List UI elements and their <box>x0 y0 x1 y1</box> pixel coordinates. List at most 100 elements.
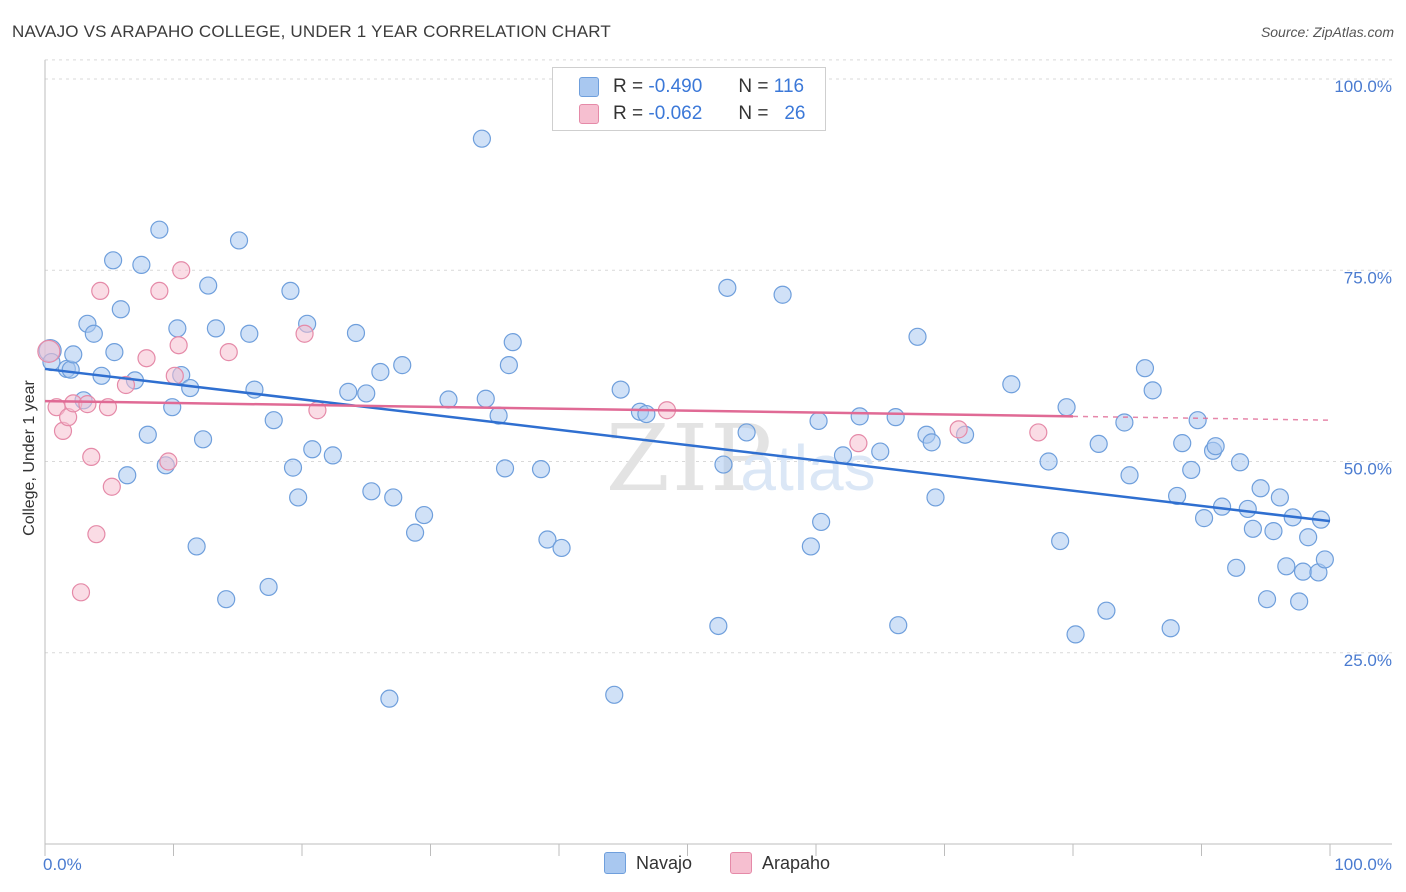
navajo-point <box>187 537 206 556</box>
navajo-point <box>104 251 123 270</box>
navajo-point <box>199 276 218 295</box>
navajo-point <box>1051 531 1070 551</box>
x-tick-label: 100.0% <box>1334 855 1392 874</box>
navajo-point <box>552 538 571 558</box>
r-label: R = <box>613 103 644 124</box>
navajo-point <box>111 300 130 319</box>
arapaho-point <box>849 434 868 453</box>
axes <box>44 59 1392 856</box>
navajo-point <box>1251 479 1270 498</box>
arapaho-point <box>102 477 121 496</box>
navajo-point <box>714 455 733 474</box>
navajo-point <box>737 423 756 442</box>
y-tick-label: 75.0% <box>1344 268 1392 287</box>
navajo-point <box>1315 550 1334 569</box>
navajo-point <box>1270 488 1289 507</box>
navajo-point <box>1057 398 1076 417</box>
navajo-point <box>1120 466 1139 485</box>
navajo-point <box>718 278 737 297</box>
navajo-point <box>1135 359 1155 378</box>
navajo-point <box>1238 499 1257 519</box>
navajo-legend-label: Navajo <box>636 852 693 873</box>
y-tick-label: 50.0% <box>1344 460 1392 479</box>
correlation-legend: R = -0.490 N = 116 R = -0.062 N = 26 <box>552 67 826 131</box>
navajo-point <box>303 440 322 459</box>
navajo-point <box>922 433 941 452</box>
arapaho-point <box>71 583 91 602</box>
navajo-point <box>380 689 399 708</box>
arapaho-point <box>78 395 97 414</box>
navajo-point <box>323 446 342 465</box>
n-value: 26 <box>784 103 806 124</box>
navajo-point <box>405 523 425 542</box>
arapaho-point <box>116 375 136 395</box>
navajo-point <box>871 442 890 461</box>
navajo-trend-line <box>44 367 1331 523</box>
navajo-point <box>1002 375 1021 394</box>
navajo-point <box>908 327 927 346</box>
y-tick-label: 25.0% <box>1344 651 1392 670</box>
navajo-point <box>150 220 169 239</box>
arapaho-point <box>37 339 61 363</box>
navajo-point <box>850 407 869 426</box>
legend-item-arapaho[interactable]: Arapaho <box>730 852 830 874</box>
navajo-point <box>283 458 303 477</box>
arapaho-legend-label: Arapaho <box>762 852 831 873</box>
navajo-point <box>439 390 458 409</box>
navajo-point <box>1290 592 1309 611</box>
x-tick-label: 0.0% <box>43 855 82 874</box>
navajo-point <box>605 685 624 704</box>
arapaho-point <box>219 343 238 362</box>
navajo-legend-swatch <box>604 852 626 874</box>
watermark: ZIP <box>606 405 774 512</box>
navajo-point <box>495 459 515 478</box>
arapaho-point <box>165 366 184 385</box>
navajo-point <box>371 362 390 382</box>
navajo-point <box>393 356 412 375</box>
navajo-point <box>281 281 300 301</box>
navajo-point <box>1143 381 1162 400</box>
arapaho-trend-extension <box>1072 415 1331 421</box>
navajo-point <box>168 319 187 338</box>
arapaho-point <box>949 420 968 439</box>
y-axis-label: College, Under 1 year <box>21 380 38 536</box>
navajo-point <box>84 324 103 343</box>
navajo-point <box>384 488 403 507</box>
y-tick-label: 100.0% <box>1334 77 1392 96</box>
navajo-point <box>472 129 491 148</box>
navajo-point <box>476 389 495 408</box>
navajo-point <box>1206 437 1225 456</box>
n-value: 116 <box>773 76 805 97</box>
navajo-point <box>538 530 557 549</box>
legend-item-navajo[interactable]: Navajo <box>604 852 692 874</box>
navajo-point <box>1243 519 1263 538</box>
r-label: R = <box>613 76 644 97</box>
series-legend: Navajo Arapaho <box>0 852 1406 876</box>
n-label: N = <box>738 103 769 124</box>
navajo-point <box>499 356 518 375</box>
legend-row-navajo: R = -0.490 N = 116 <box>553 74 804 100</box>
navajo-point <box>709 616 728 636</box>
navajo-point <box>611 380 630 399</box>
navajo-point <box>264 411 283 430</box>
navajo-point <box>1277 557 1296 576</box>
arapaho-point <box>91 281 110 301</box>
navajo-point <box>1167 486 1187 506</box>
r-value: -0.490 <box>648 76 703 97</box>
navajo-point <box>1161 619 1180 638</box>
navajo-point <box>118 466 137 485</box>
arapaho-point <box>1029 423 1048 442</box>
navajo-point <box>1194 509 1214 528</box>
source-label: Source: ZipAtlas.com <box>1260 24 1394 40</box>
arapaho-point <box>169 336 188 355</box>
navajo-point <box>132 255 151 274</box>
navajo-swatch <box>579 77 599 97</box>
navajo-point <box>357 384 376 403</box>
navajo-point <box>206 319 226 338</box>
arapaho-point <box>87 525 106 544</box>
navajo-points <box>38 129 1334 708</box>
navajo-point <box>240 324 259 343</box>
navajo-point <box>531 460 551 479</box>
arapaho-legend-swatch <box>730 852 752 874</box>
navajo-point <box>926 488 945 507</box>
